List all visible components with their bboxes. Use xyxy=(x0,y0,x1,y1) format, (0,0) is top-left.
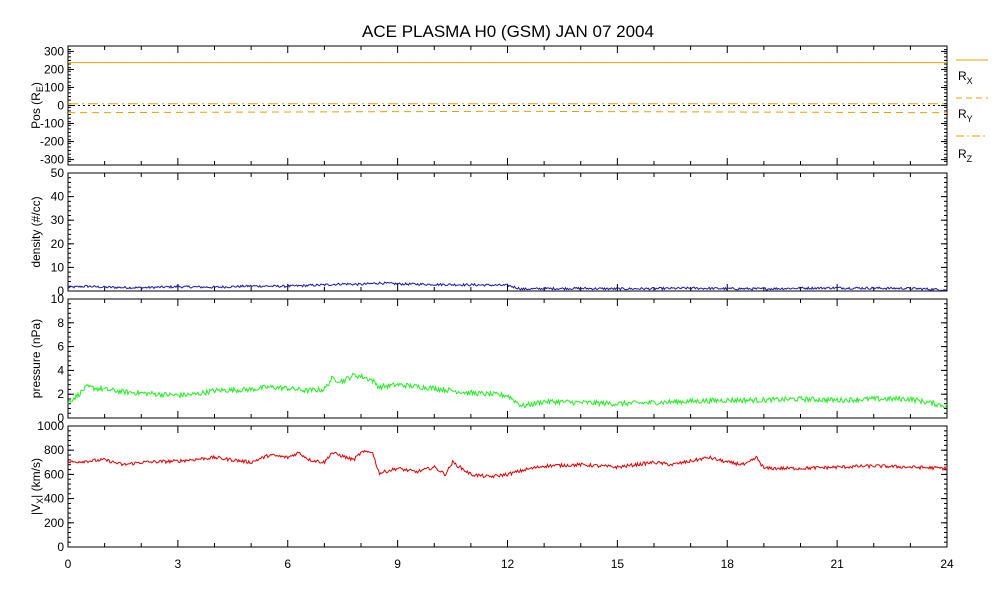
y-tick-label: 6 xyxy=(57,340,64,354)
y-tick-label: 200 xyxy=(44,62,64,76)
position-panel: 300 200 100 0 -100 -200 -300 Pos (RE) xyxy=(29,44,948,167)
x-tick-label: 15 xyxy=(611,557,625,571)
legend-rx-label: RX xyxy=(958,69,973,86)
x-tick-label: 3 xyxy=(175,557,182,571)
panel-frame xyxy=(67,172,948,292)
y-axis-label: Pos (RE) xyxy=(29,82,45,129)
x-tick-label: 9 xyxy=(394,557,401,571)
y-tick-label: 600 xyxy=(44,467,64,481)
y-tick-label: 300 xyxy=(44,44,64,58)
y-tick-label: 0 xyxy=(57,540,64,554)
series-line xyxy=(67,281,948,292)
velocity-panel: 1000 800 600 400 200 0 |VX| (km/s) xyxy=(29,419,948,554)
y-tick-label: 2 xyxy=(57,387,64,401)
y-tick-label: -200 xyxy=(40,135,64,149)
y-tick-label: 20 xyxy=(51,237,65,251)
y-tick-label: 10 xyxy=(51,292,65,306)
y-tick-label: -100 xyxy=(40,117,64,131)
pressure-panel: 10 8 6 4 2 0 pressure (nPa) xyxy=(29,292,948,425)
y-tick-label: 50 xyxy=(51,166,65,180)
chart-title: ACE PLASMA H0 (GSM) JAN 07 2004 xyxy=(362,22,654,41)
y-tick-label: 400 xyxy=(44,492,64,506)
series-line xyxy=(67,372,948,409)
x-tick-label: 6 xyxy=(284,557,291,571)
series-line-ry xyxy=(67,110,948,114)
y-tick-label: 1000 xyxy=(37,419,64,433)
x-tick-label: 24 xyxy=(940,557,954,571)
y-tick-label: 0 xyxy=(57,284,64,298)
y-tick-label: 8 xyxy=(57,316,64,330)
y-tick-label: 4 xyxy=(57,363,64,377)
x-tick-label: 21 xyxy=(830,557,844,571)
y-tick-label: 10 xyxy=(51,260,65,274)
x-tick-label: 12 xyxy=(501,557,515,571)
y-axis-label: density (#/cc) xyxy=(29,196,43,267)
y-tick-label: 100 xyxy=(44,80,64,94)
density-panel: 50 40 30 20 10 0 density (#/cc) xyxy=(29,166,948,298)
legend-ry-label: RY xyxy=(958,107,973,124)
panel-frame xyxy=(67,298,948,419)
time-axis: 0 3 6 9 12 15 18 21 24 xyxy=(65,557,954,571)
legend-rz-label: RZ xyxy=(958,147,973,164)
x-tick-label: 18 xyxy=(721,557,735,571)
y-tick-label: -300 xyxy=(40,153,64,167)
y-axis-label: |VX| (km/s) xyxy=(29,458,45,515)
y-axis-label: pressure (nPa) xyxy=(29,319,43,398)
y-tick-label: 800 xyxy=(44,443,64,457)
y-tick-label: 200 xyxy=(44,516,64,530)
x-tick-label: 0 xyxy=(65,557,72,571)
y-tick-label: 0 xyxy=(57,99,64,113)
y-tick-label: 30 xyxy=(51,213,65,227)
position-legend: RX RY RZ xyxy=(956,59,988,164)
y-tick-label: 0 xyxy=(57,411,64,425)
series-line xyxy=(67,449,948,479)
panel-frame xyxy=(67,425,948,548)
y-tick-label: 40 xyxy=(51,190,65,204)
